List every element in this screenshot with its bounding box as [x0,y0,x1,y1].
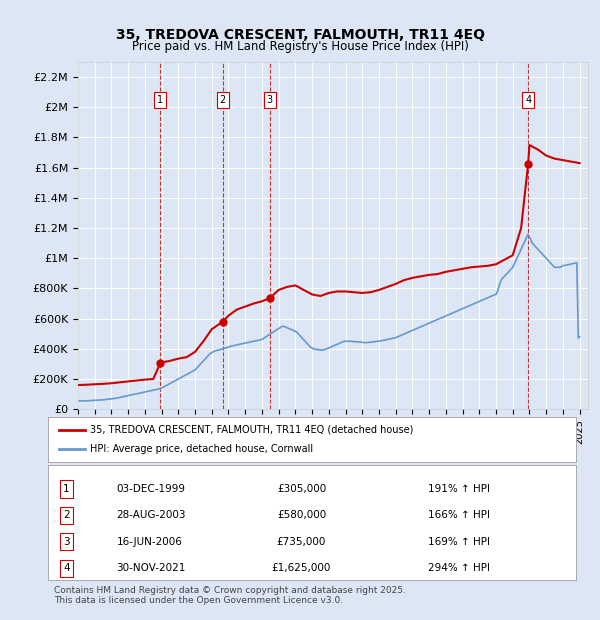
Text: 169% ↑ HPI: 169% ↑ HPI [428,537,490,547]
Text: Price paid vs. HM Land Registry's House Price Index (HPI): Price paid vs. HM Land Registry's House … [131,40,469,53]
Text: 2: 2 [63,510,70,520]
Text: 294% ↑ HPI: 294% ↑ HPI [428,563,490,574]
Text: 35, TREDOVA CRESCENT, FALMOUTH, TR11 4EQ (detached house): 35, TREDOVA CRESCENT, FALMOUTH, TR11 4EQ… [90,425,413,435]
Text: 30-NOV-2021: 30-NOV-2021 [116,563,186,574]
Text: £305,000: £305,000 [277,484,326,494]
Text: 166% ↑ HPI: 166% ↑ HPI [428,510,490,520]
Text: 4: 4 [525,95,531,105]
Text: 4: 4 [63,563,70,574]
Text: Contains HM Land Registry data © Crown copyright and database right 2025.
This d: Contains HM Land Registry data © Crown c… [54,586,406,605]
Text: 3: 3 [63,537,70,547]
Text: 03-DEC-1999: 03-DEC-1999 [116,484,185,494]
Text: 1: 1 [157,95,163,105]
Text: 16-JUN-2006: 16-JUN-2006 [116,537,182,547]
Text: £1,625,000: £1,625,000 [272,563,331,574]
Text: 191% ↑ HPI: 191% ↑ HPI [428,484,490,494]
Text: £580,000: £580,000 [277,510,326,520]
Text: HPI: Average price, detached house, Cornwall: HPI: Average price, detached house, Corn… [90,445,313,454]
Text: 28-AUG-2003: 28-AUG-2003 [116,510,186,520]
Text: 3: 3 [266,95,272,105]
Text: 2: 2 [220,95,226,105]
Text: 35, TREDOVA CRESCENT, FALMOUTH, TR11 4EQ: 35, TREDOVA CRESCENT, FALMOUTH, TR11 4EQ [115,28,485,42]
Text: 1: 1 [63,484,70,494]
Text: £735,000: £735,000 [277,537,326,547]
